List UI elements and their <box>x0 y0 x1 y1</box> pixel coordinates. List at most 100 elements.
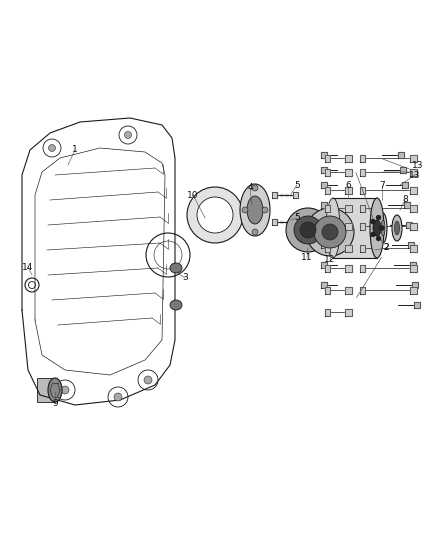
Ellipse shape <box>379 213 387 243</box>
Circle shape <box>376 215 381 220</box>
Bar <box>333 198 377 258</box>
Circle shape <box>252 185 258 191</box>
Polygon shape <box>360 187 365 193</box>
Polygon shape <box>325 205 330 212</box>
Ellipse shape <box>326 198 340 258</box>
Circle shape <box>114 393 122 401</box>
Bar <box>37 378 55 402</box>
Text: 2: 2 <box>383 244 389 253</box>
Text: 9: 9 <box>52 399 58 408</box>
Polygon shape <box>325 287 330 294</box>
Polygon shape <box>321 282 327 288</box>
Polygon shape <box>345 155 352 161</box>
Circle shape <box>371 219 375 224</box>
Polygon shape <box>345 187 352 193</box>
Polygon shape <box>272 219 277 225</box>
Polygon shape <box>321 222 327 228</box>
Circle shape <box>242 207 248 213</box>
Polygon shape <box>410 262 416 268</box>
Polygon shape <box>345 245 352 252</box>
Text: 8: 8 <box>402 196 408 205</box>
Polygon shape <box>325 309 330 316</box>
Polygon shape <box>360 287 365 294</box>
Polygon shape <box>325 245 330 252</box>
Ellipse shape <box>170 263 182 273</box>
Ellipse shape <box>370 198 384 258</box>
Polygon shape <box>293 219 298 225</box>
Polygon shape <box>360 205 365 212</box>
Polygon shape <box>187 187 243 243</box>
Ellipse shape <box>392 215 402 241</box>
Ellipse shape <box>240 184 270 236</box>
Ellipse shape <box>48 378 62 402</box>
Text: 13: 13 <box>409 171 421 180</box>
Text: 10: 10 <box>187 190 199 199</box>
Polygon shape <box>410 187 417 193</box>
Circle shape <box>252 229 258 235</box>
Polygon shape <box>410 245 417 252</box>
Polygon shape <box>345 222 352 230</box>
Polygon shape <box>321 182 327 188</box>
Text: 5: 5 <box>294 181 300 190</box>
Circle shape <box>294 216 322 244</box>
Ellipse shape <box>373 220 381 236</box>
Polygon shape <box>321 202 327 208</box>
Polygon shape <box>321 262 327 268</box>
Circle shape <box>124 132 131 139</box>
Text: 13: 13 <box>412 160 424 169</box>
Polygon shape <box>325 222 330 230</box>
Polygon shape <box>410 155 417 161</box>
Polygon shape <box>345 168 352 175</box>
Circle shape <box>144 376 152 384</box>
Polygon shape <box>360 155 365 161</box>
Ellipse shape <box>247 196 263 224</box>
Text: 1: 1 <box>72 146 78 155</box>
Polygon shape <box>325 168 330 175</box>
Polygon shape <box>400 167 406 173</box>
Circle shape <box>49 144 56 151</box>
Polygon shape <box>321 167 327 173</box>
Polygon shape <box>321 152 327 158</box>
Polygon shape <box>345 309 352 316</box>
Polygon shape <box>345 205 352 212</box>
Circle shape <box>306 208 354 256</box>
Polygon shape <box>412 282 418 288</box>
Polygon shape <box>404 202 410 208</box>
Polygon shape <box>325 187 330 193</box>
Polygon shape <box>410 168 417 175</box>
Circle shape <box>61 386 69 394</box>
Polygon shape <box>410 222 417 230</box>
Text: 3: 3 <box>182 273 188 282</box>
Polygon shape <box>408 242 414 248</box>
Ellipse shape <box>395 221 399 235</box>
Ellipse shape <box>381 220 385 236</box>
Circle shape <box>286 208 330 252</box>
Polygon shape <box>360 168 365 175</box>
Text: 2: 2 <box>383 244 389 253</box>
Circle shape <box>371 232 375 237</box>
Polygon shape <box>360 264 365 271</box>
Polygon shape <box>402 182 408 188</box>
Text: 11: 11 <box>301 254 313 262</box>
Polygon shape <box>414 302 420 308</box>
Polygon shape <box>345 264 352 271</box>
Text: 12: 12 <box>324 255 336 264</box>
Polygon shape <box>321 242 327 248</box>
Ellipse shape <box>170 300 182 310</box>
Polygon shape <box>410 264 417 271</box>
Polygon shape <box>293 192 298 198</box>
Polygon shape <box>406 222 412 228</box>
Text: 7: 7 <box>379 182 385 190</box>
Text: 4: 4 <box>247 183 253 192</box>
Circle shape <box>300 222 316 238</box>
Circle shape <box>322 224 338 240</box>
Circle shape <box>314 216 346 248</box>
Polygon shape <box>325 155 330 161</box>
Polygon shape <box>345 287 352 294</box>
Circle shape <box>376 236 381 241</box>
Polygon shape <box>272 192 277 198</box>
Polygon shape <box>410 287 417 294</box>
Polygon shape <box>325 264 330 271</box>
Text: 5: 5 <box>294 214 300 222</box>
Circle shape <box>379 225 385 230</box>
